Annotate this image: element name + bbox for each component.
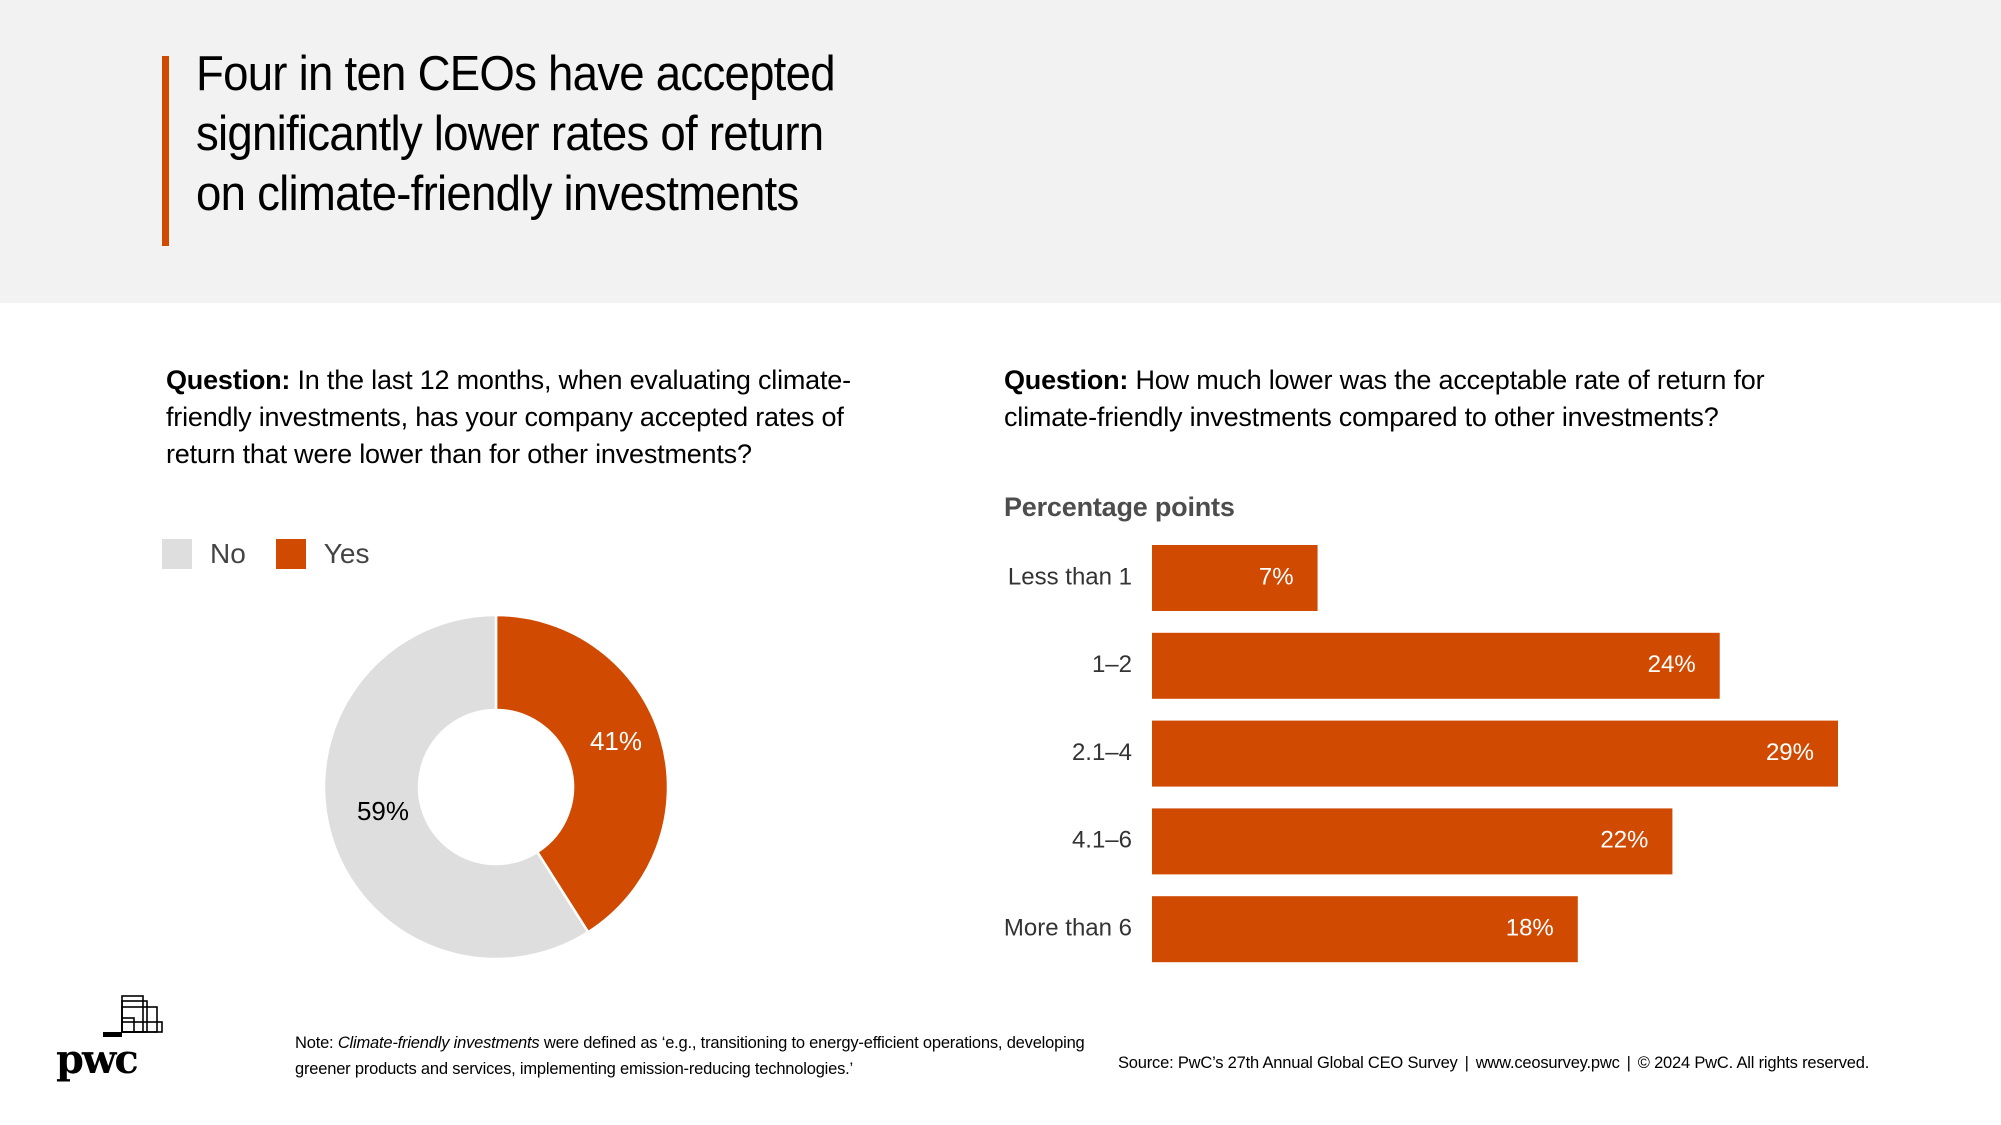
bar-value-label: 29% — [1766, 739, 1814, 766]
source-text: Source: PwC’s 27th Annual Global CEO Sur… — [1118, 1054, 1458, 1072]
legend-swatch-no — [162, 539, 192, 569]
bar — [1152, 896, 1578, 963]
legend-swatch-yes — [275, 539, 306, 569]
separator: | — [1626, 1054, 1631, 1072]
donut-label-no: 59% — [357, 796, 409, 826]
legend-label-yes: Yes — [323, 538, 370, 569]
donut-slice-no — [322, 613, 590, 961]
source-line: Source: PwC’s 27th Annual Global CEO Sur… — [1118, 1054, 1869, 1073]
donut-chart: 41% 59% — [322, 613, 670, 961]
bar-chart: Less than 1 7% 1–2 24% 2.1–4 29% 4.1–6 22% More … — [1004, 545, 1838, 963]
question-label: Question: — [166, 365, 291, 395]
bar — [1152, 720, 1838, 787]
category-label: Less than 1 — [1008, 563, 1132, 590]
header-accent-bar — [162, 56, 169, 246]
right-question: Question: How much lower was the accepta… — [1004, 362, 1844, 436]
question-text: How much lower was the acceptable rate o… — [1004, 365, 1765, 432]
question-label: Question: — [1004, 365, 1129, 395]
donut-label-yes: 41% — [590, 726, 642, 756]
category-label: 1–2 — [1092, 651, 1132, 678]
title-line: significantly lower rates of return — [196, 107, 824, 161]
legend-item-no: No — [162, 538, 246, 570]
bar-value-label: 24% — [1648, 651, 1696, 678]
bar — [1152, 808, 1673, 875]
category-label: 4.1–6 — [1072, 827, 1132, 854]
title-line: on climate-friendly investments — [196, 167, 799, 221]
page-title: Four in ten CEOs have accepted significa… — [196, 44, 940, 224]
footnote: Note: Climate-friendly investments were … — [295, 1030, 1095, 1082]
bar-value-label: 22% — [1600, 827, 1648, 854]
title-line: Four in ten CEOs have accepted — [196, 47, 836, 101]
legend-label-no: No — [210, 538, 246, 569]
header-banner: Four in ten CEOs have accepted significa… — [0, 0, 2001, 303]
note-italic: Climate-friendly investments — [337, 1034, 540, 1052]
source-url[interactable]: www.ceosurvey.pwc — [1475, 1054, 1620, 1072]
category-label: 2.1–4 — [1072, 739, 1132, 766]
bar — [1152, 632, 1720, 699]
bar-chart-subtitle: Percentage points — [1004, 492, 1235, 522]
category-label: More than 6 — [1004, 915, 1132, 942]
bar — [1152, 545, 1318, 611]
donut-legend: No Yes — [162, 538, 399, 570]
bar-value-label: 7% — [1259, 563, 1294, 590]
left-question: Question: In the last 12 months, when ev… — [166, 362, 856, 473]
bar-value-label: 18% — [1506, 915, 1554, 942]
question-text: In the last 12 months, when evaluating c… — [166, 365, 851, 469]
note-prefix: Note: — [295, 1034, 338, 1052]
pwc-logo-icon — [103, 995, 163, 1037]
legend-item-yes: Yes — [275, 538, 370, 570]
note-body: were defined as ‘e.g., transitioning to … — [295, 1034, 1085, 1078]
pwc-logo-text: pwc — [56, 1036, 139, 1083]
copyright: © 2024 PwC. All rights reserved. — [1637, 1054, 1870, 1072]
separator: | — [1464, 1054, 1469, 1072]
